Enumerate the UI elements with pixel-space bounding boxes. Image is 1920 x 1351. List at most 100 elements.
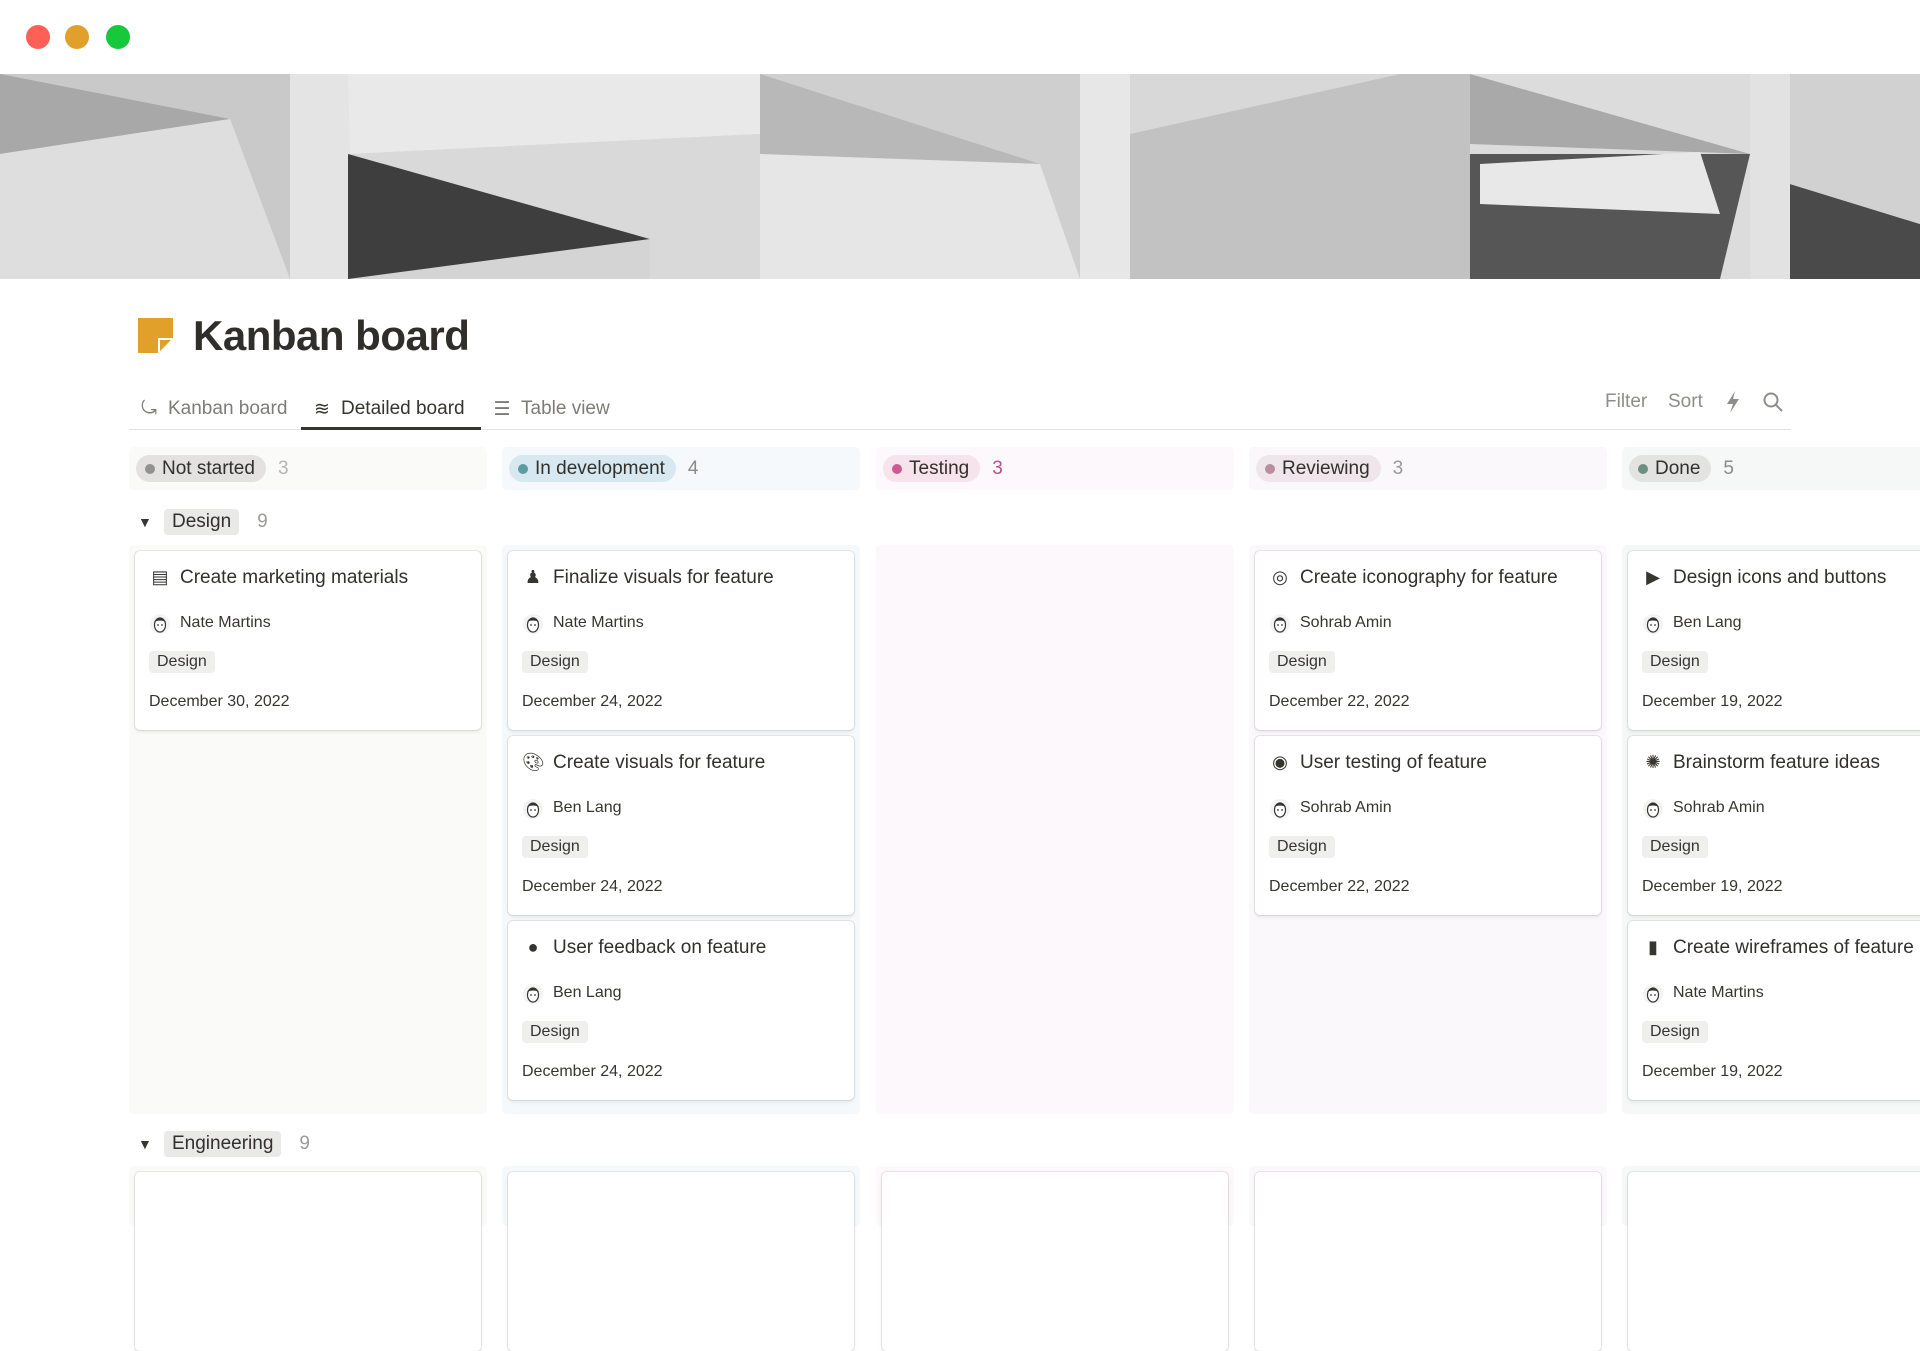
card-date: December 24, 2022 <box>522 1063 663 1080</box>
card-date: December 24, 2022 <box>522 878 663 895</box>
avatar <box>522 983 544 1005</box>
search-icon[interactable] <box>1762 391 1784 419</box>
card-date: December 22, 2022 <box>1269 878 1410 895</box>
card-tag: Design <box>1269 836 1335 858</box>
group-header-engineering[interactable]: ▼ Engineering 9 <box>138 1131 310 1157</box>
column-body: ▶ Design icons and buttons Ben Lang Design D… <box>1622 545 1920 1114</box>
avatar <box>1269 613 1291 635</box>
column-body <box>876 1166 1234 1351</box>
group-label: Design <box>164 509 240 535</box>
status-count: 3 <box>277 457 289 479</box>
wave-icon: ≋ <box>314 398 330 420</box>
task-card[interactable]: ✺ Brainstorm feature ideas Sohrab Amin Desi… <box>1628 736 1920 915</box>
speech-bubble-icon: ● <box>527 937 539 957</box>
status-pill: Testing <box>883 455 981 482</box>
status-label: Reviewing <box>1282 457 1370 479</box>
page-title: Kanban board <box>193 312 470 359</box>
card-date: December 24, 2022 <box>522 693 663 710</box>
card-title: Design icons and buttons <box>1673 567 1887 588</box>
lightning-icon[interactable] <box>1725 391 1741 419</box>
card-tag: Design <box>522 836 588 858</box>
maximize-button[interactable] <box>106 25 130 49</box>
task-card[interactable] <box>135 1172 481 1351</box>
active-tab-indicator <box>301 427 481 430</box>
collapse-triangle-icon[interactable]: ▼ <box>138 1136 152 1152</box>
task-card[interactable] <box>1255 1172 1601 1351</box>
task-card[interactable] <box>882 1172 1228 1351</box>
task-card[interactable] <box>1628 1172 1920 1351</box>
column-header-not-started[interactable]: Not started 3 <box>129 447 487 490</box>
task-card[interactable]: ▶ Design icons and buttons Ben Lang Design D… <box>1628 551 1920 730</box>
task-card[interactable]: ♟ Finalize visuals for feature Nate Martin… <box>508 551 854 730</box>
card-title: Create visuals for feature <box>553 752 766 773</box>
card-assignee: Nate Martins <box>1673 984 1764 1001</box>
card-tag: Design <box>1642 1021 1708 1043</box>
tab-table-view[interactable]: ☰ Table view <box>491 390 609 428</box>
status-pill: Not started <box>136 455 266 482</box>
window-icon: ▤ <box>151 567 169 587</box>
tab-label: Detailed board <box>341 398 465 419</box>
sticky-note-icon <box>138 318 173 353</box>
column-header-testing[interactable]: Testing 3 <box>876 447 1234 490</box>
status-dot <box>518 463 528 474</box>
card-assignee: Nate Martins <box>180 614 271 631</box>
card-title: Create iconography for feature <box>1300 567 1558 588</box>
card-title: User testing of feature <box>1300 752 1487 773</box>
task-card[interactable]: ▮ Create wireframes of feature Nate Martin… <box>1628 921 1920 1100</box>
avatar <box>1642 798 1664 820</box>
status-dot <box>145 463 155 474</box>
column-body <box>1622 1166 1920 1351</box>
card-tag: Design <box>522 1021 588 1043</box>
collapse-triangle-icon[interactable]: ▼ <box>138 514 152 530</box>
avatar <box>1642 983 1664 1005</box>
task-card[interactable]: ◎ Create iconography for feature Sohrab Am… <box>1255 551 1601 730</box>
card-tag: Design <box>1642 651 1708 673</box>
group-header-design[interactable]: ▼ Design 9 <box>138 509 268 535</box>
palette-icon: 🎨︎ <box>522 752 545 772</box>
card-title: Brainstorm feature ideas <box>1673 752 1880 773</box>
phone-icon: ▮ <box>1648 937 1658 957</box>
minimize-button[interactable] <box>65 25 89 49</box>
brain-icon: ✺ <box>1645 752 1661 772</box>
column-header-done[interactable]: Done 5 <box>1622 447 1920 490</box>
filter-button[interactable]: Filter <box>1605 391 1648 412</box>
status-label: Not started <box>162 457 255 479</box>
tab-kanban-board[interactable]: ⤿ Kanban board <box>138 390 287 428</box>
close-button[interactable] <box>26 25 50 49</box>
status-label: Done <box>1655 457 1701 479</box>
column-body: ◎ Create iconography for feature Sohrab Am… <box>1249 545 1607 1114</box>
task-card[interactable]: ▤ Create marketing materials Nate Martins D… <box>135 551 481 730</box>
status-dot <box>1265 463 1275 474</box>
column-body <box>129 1166 487 1351</box>
card-date: December 19, 2022 <box>1642 878 1783 895</box>
column-header-reviewing[interactable]: Reviewing 3 <box>1249 447 1607 490</box>
target-icon: ◎ <box>1272 567 1288 587</box>
column-body: ▤ Create marketing materials Nate Martins D… <box>129 545 487 1114</box>
group-label: Engineering <box>164 1131 282 1157</box>
card-title: Finalize visuals for feature <box>553 567 774 588</box>
stamp-icon: ♟ <box>524 567 542 587</box>
card-date: December 19, 2022 <box>1642 1063 1783 1080</box>
avatar <box>522 613 544 635</box>
card-title: Create wireframes of feature <box>1673 937 1914 958</box>
avatar <box>1642 613 1664 635</box>
play-circle-icon: ▶ <box>1646 567 1660 587</box>
task-card[interactable]: ● User feedback on feature Ben Lang Design D… <box>508 921 854 1100</box>
column-body <box>502 1166 860 1351</box>
card-date: December 19, 2022 <box>1642 693 1783 710</box>
list-icon: ☰ <box>493 398 511 420</box>
tab-detailed-board[interactable]: ≋ Detailed board <box>311 390 465 428</box>
task-card[interactable]: ◉ User testing of feature Sohrab Amin Desig… <box>1255 736 1601 915</box>
column-body <box>876 545 1234 1114</box>
task-card[interactable] <box>508 1172 854 1351</box>
column-header-in-development[interactable]: In development 4 <box>502 447 860 490</box>
card-tag: Design <box>1642 836 1708 858</box>
status-count: 3 <box>992 457 1003 479</box>
card-title: Create marketing materials <box>180 567 409 588</box>
avatar <box>1269 798 1291 820</box>
card-assignee: Ben Lang <box>553 984 622 1001</box>
card-assignee: Ben Lang <box>553 799 622 816</box>
sort-button[interactable]: Sort <box>1668 391 1703 412</box>
cover-image <box>0 74 1920 279</box>
task-card[interactable]: 🎨︎ Create visuals for feature Ben Lang Desi… <box>508 736 854 915</box>
